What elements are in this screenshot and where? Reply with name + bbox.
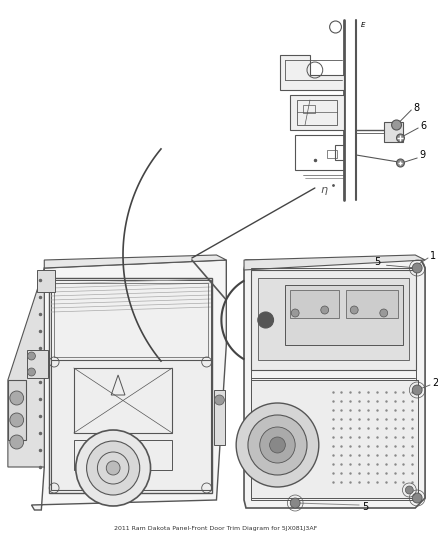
Circle shape (258, 312, 274, 328)
Circle shape (290, 498, 300, 508)
Polygon shape (244, 260, 425, 508)
Text: 5: 5 (362, 502, 368, 512)
Bar (258, 278, 410, 360)
Polygon shape (280, 55, 344, 90)
Text: 8: 8 (413, 103, 420, 113)
Text: 2: 2 (432, 378, 438, 388)
Circle shape (396, 159, 404, 167)
Bar (290, 290, 339, 318)
Circle shape (236, 403, 319, 487)
Bar (8, 380, 25, 440)
Circle shape (28, 352, 35, 360)
Circle shape (87, 441, 140, 495)
Polygon shape (32, 260, 226, 510)
Circle shape (412, 263, 422, 273)
Circle shape (215, 395, 224, 405)
Circle shape (270, 437, 285, 453)
Text: 5: 5 (374, 257, 380, 267)
Polygon shape (384, 122, 403, 142)
Text: $\eta$: $\eta$ (320, 185, 329, 197)
Polygon shape (244, 255, 425, 270)
Text: E: E (361, 22, 365, 28)
Circle shape (412, 385, 422, 395)
Bar (251, 268, 416, 500)
Circle shape (260, 427, 295, 463)
Bar (54, 283, 208, 357)
Text: 7: 7 (307, 291, 313, 301)
Circle shape (291, 309, 299, 317)
Bar (285, 285, 403, 345)
Bar (51, 360, 211, 490)
Text: 9: 9 (419, 150, 425, 160)
Bar (74, 440, 172, 470)
Bar (51, 280, 211, 360)
Circle shape (392, 120, 402, 130)
Bar (49, 278, 212, 493)
Bar (74, 368, 172, 433)
Circle shape (10, 413, 24, 427)
Text: 6: 6 (420, 121, 426, 131)
Bar (251, 380, 418, 498)
Bar (303, 105, 315, 113)
Circle shape (248, 415, 307, 475)
Bar (297, 100, 336, 125)
Bar (327, 150, 336, 158)
Circle shape (412, 493, 422, 503)
Circle shape (321, 306, 328, 314)
Circle shape (28, 368, 35, 376)
Circle shape (396, 134, 404, 142)
Circle shape (380, 309, 388, 317)
Polygon shape (44, 255, 226, 268)
Circle shape (106, 461, 120, 475)
Bar (213, 390, 225, 445)
Circle shape (10, 391, 24, 405)
Circle shape (76, 430, 151, 506)
Bar (37, 270, 55, 292)
Text: 2011 Ram Dakota Panel-Front Door Trim Diagram for 5JX081J3AF: 2011 Ram Dakota Panel-Front Door Trim Di… (114, 526, 317, 531)
Bar (346, 290, 398, 318)
Polygon shape (8, 268, 44, 467)
Circle shape (350, 306, 358, 314)
Polygon shape (290, 95, 344, 130)
Bar (27, 350, 48, 378)
Circle shape (10, 435, 24, 449)
Bar (251, 270, 416, 370)
Circle shape (406, 486, 413, 494)
Text: 1: 1 (430, 251, 436, 261)
